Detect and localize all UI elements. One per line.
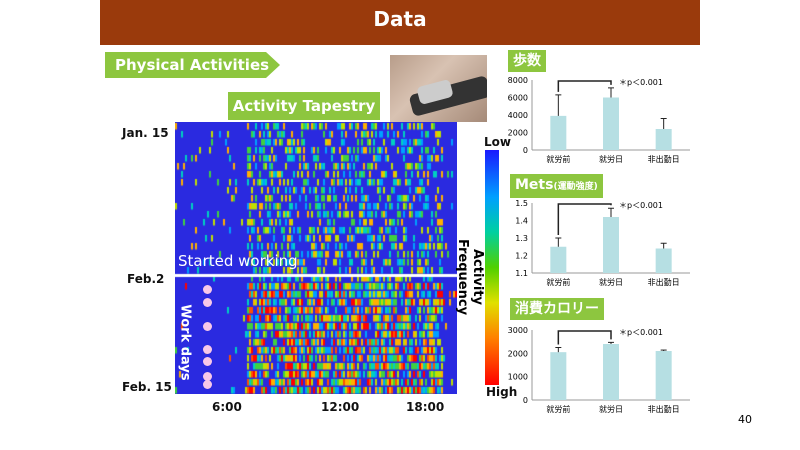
x-tick-label: 非出勤日	[648, 277, 680, 287]
calories-chart-title: 消費カロリー	[510, 298, 604, 320]
bar	[550, 246, 567, 273]
time-label-18: 18:00	[406, 400, 445, 414]
x-tick-label: 就労前	[546, 404, 570, 414]
y-tick-label: 0	[523, 396, 528, 405]
bar	[603, 97, 619, 150]
bar	[655, 248, 672, 273]
significance-annotation: ＊p＜0.001	[619, 328, 663, 337]
x-tick-label: 非出勤日	[648, 404, 680, 414]
x-tick-label: 就労前	[546, 154, 570, 164]
x-tick-label: 就労前	[546, 277, 570, 287]
slide-title: Data	[100, 0, 700, 45]
y-tick-label: 1000	[508, 373, 528, 382]
y-tick-label: 8000	[508, 76, 528, 85]
colorbar-low-label: Low	[484, 135, 511, 149]
x-tick-label: 就労日	[599, 404, 623, 414]
work-days-label: Work days	[177, 304, 193, 381]
y-tick-label: 6000	[508, 94, 528, 103]
work-day-marker	[203, 357, 212, 366]
page-number: 40	[738, 413, 752, 426]
work-day-marker	[203, 285, 212, 294]
x-tick-label: 就労日	[599, 277, 623, 287]
colorbar-high-label: High	[486, 385, 518, 399]
activity-heatmap	[175, 122, 457, 394]
significance-bracket	[557, 330, 612, 345]
time-label-6: 6:00	[212, 400, 242, 414]
y-tick-label: 2000	[508, 129, 528, 138]
bar	[603, 344, 619, 400]
colorbar	[485, 150, 499, 385]
steps-chart-title: 歩数	[508, 50, 546, 72]
colorbar-title: Activity Frequency	[455, 238, 485, 316]
activity-tapestry-label: Activity Tapestry	[228, 92, 380, 120]
bar	[655, 129, 672, 150]
time-label-12: 12:00	[321, 400, 360, 414]
y-tick-label: 1.2	[515, 252, 528, 261]
started-working-annotation: Started working	[178, 252, 298, 270]
y-tick-label: 0	[523, 146, 528, 155]
work-day-marker	[203, 372, 212, 381]
y-tick-label: 1.1	[515, 269, 528, 278]
significance-bracket	[557, 80, 612, 92]
mets-chart-title: Mets(運動強度)	[510, 174, 603, 198]
work-day-marker	[203, 380, 212, 389]
date-label-start: Jan. 15	[122, 126, 169, 140]
x-tick-label: 非出勤日	[648, 154, 680, 164]
calories-bar-chart: 0 1000 2000 3000 就労前 就労日 非出勤日 ＊p＜0.001	[508, 326, 690, 414]
date-label-mid: Feb.2	[127, 272, 165, 286]
physical-activities-tag: Physical Activities	[105, 52, 280, 78]
significance-annotation: ＊p＜0.001	[619, 201, 663, 210]
work-day-marker	[203, 345, 212, 354]
bar	[655, 351, 672, 400]
work-day-marker	[203, 322, 212, 331]
significance-annotation: ＊p＜0.001	[619, 78, 663, 87]
y-tick-label: 3000	[508, 326, 528, 335]
y-tick-label: 4000	[508, 111, 528, 120]
y-tick-label: 1.4	[515, 217, 528, 226]
wearable-device-photo	[390, 55, 487, 122]
mets-bar-chart: 1.1 1.2 1.3 1.4 1.5 就労前 就労日 非出勤日 ＊p＜0.001	[515, 199, 690, 287]
y-tick-label: 1.5	[515, 199, 528, 208]
bar	[550, 352, 567, 400]
date-label-end: Feb. 15	[122, 380, 172, 394]
work-day-marker	[203, 298, 212, 307]
y-tick-label: 2000	[508, 349, 528, 358]
y-tick-label: 1.3	[515, 234, 528, 243]
x-tick-label: 就労日	[599, 154, 623, 164]
steps-bar-chart: 0 2000 4000 6000 8000 就労前 就労日 非出勤日 ＊p＜0.001	[508, 76, 690, 164]
significance-bracket	[557, 203, 612, 235]
bar	[550, 115, 567, 150]
bar	[603, 217, 619, 273]
